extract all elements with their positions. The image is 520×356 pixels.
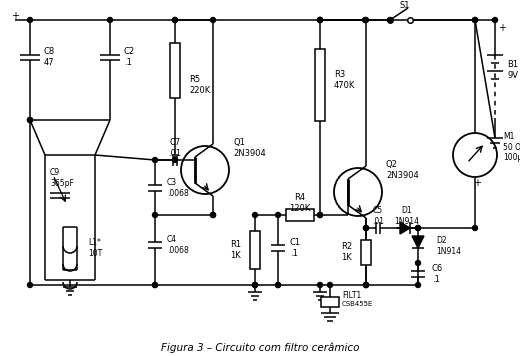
Circle shape — [318, 17, 322, 22]
Circle shape — [173, 157, 177, 162]
Text: C4
.0068: C4 .0068 — [167, 235, 189, 255]
Circle shape — [211, 213, 215, 218]
Polygon shape — [400, 222, 410, 234]
Bar — [170, 42, 180, 98]
Circle shape — [28, 283, 32, 288]
Text: D2
1N914: D2 1N914 — [436, 236, 461, 256]
Circle shape — [363, 225, 369, 230]
Circle shape — [28, 117, 32, 122]
Text: FILT1: FILT1 — [342, 290, 361, 299]
Circle shape — [363, 283, 369, 288]
Text: R5
220K: R5 220K — [189, 75, 210, 95]
Text: Q1
2N3904: Q1 2N3904 — [233, 138, 266, 158]
Circle shape — [28, 17, 32, 22]
Text: L1*
10T: L1* 10T — [88, 238, 102, 258]
Circle shape — [415, 225, 421, 230]
Circle shape — [415, 261, 421, 266]
Text: C2
.1: C2 .1 — [124, 47, 135, 67]
Text: R3
470K: R3 470K — [334, 70, 355, 90]
Text: +: + — [498, 23, 506, 33]
Circle shape — [276, 213, 280, 218]
Circle shape — [211, 213, 215, 218]
Text: C9
365pF: C9 365pF — [50, 168, 74, 188]
Text: Figura 3 – Circuito com filtro cerâmico: Figura 3 – Circuito com filtro cerâmico — [161, 343, 359, 353]
Circle shape — [415, 283, 421, 288]
Circle shape — [152, 283, 158, 288]
Circle shape — [363, 283, 369, 288]
Bar — [250, 231, 260, 269]
Circle shape — [387, 17, 393, 22]
Text: C6
.1: C6 .1 — [432, 264, 443, 284]
Circle shape — [415, 225, 421, 230]
Circle shape — [473, 17, 477, 22]
Circle shape — [318, 213, 322, 218]
Circle shape — [492, 17, 498, 22]
Circle shape — [152, 157, 158, 162]
Text: +: + — [473, 178, 481, 188]
Text: C8
47: C8 47 — [44, 47, 55, 67]
Bar — [361, 240, 371, 265]
Text: C3
.0068: C3 .0068 — [167, 178, 189, 198]
Circle shape — [173, 17, 177, 22]
Text: Q2
2N3904: Q2 2N3904 — [386, 160, 419, 180]
Circle shape — [253, 283, 257, 288]
Circle shape — [318, 17, 322, 22]
Text: C7
.01: C7 .01 — [168, 138, 181, 158]
Text: R4
120K: R4 120K — [289, 193, 310, 213]
Circle shape — [152, 213, 158, 218]
Circle shape — [362, 17, 368, 22]
Polygon shape — [412, 236, 424, 248]
Text: M1
50 OR
100μA: M1 50 OR 100μA — [503, 132, 520, 162]
Circle shape — [173, 17, 177, 22]
Circle shape — [318, 283, 322, 288]
Text: S1: S1 — [400, 1, 410, 10]
Text: R2
1K: R2 1K — [341, 242, 352, 262]
Circle shape — [363, 283, 369, 288]
Circle shape — [253, 283, 257, 288]
Circle shape — [276, 283, 280, 288]
Circle shape — [318, 17, 322, 22]
Circle shape — [328, 283, 332, 288]
Circle shape — [253, 213, 257, 218]
Circle shape — [363, 225, 369, 230]
Circle shape — [211, 17, 215, 22]
Bar — [286, 209, 314, 221]
Text: C5
.01: C5 .01 — [372, 206, 384, 226]
Circle shape — [28, 117, 32, 122]
Circle shape — [363, 17, 369, 22]
Bar — [315, 49, 325, 121]
Bar — [321, 297, 339, 307]
Circle shape — [473, 225, 477, 230]
Circle shape — [108, 17, 112, 22]
Text: B1
9V: B1 9V — [507, 60, 518, 80]
Circle shape — [318, 213, 322, 218]
Text: R1
1K: R1 1K — [230, 240, 241, 260]
Text: D1
1N914: D1 1N914 — [395, 206, 420, 226]
Circle shape — [152, 283, 158, 288]
Circle shape — [473, 17, 477, 22]
Text: CSB455E: CSB455E — [342, 301, 373, 307]
Text: +: + — [11, 11, 19, 21]
Text: C1
.1: C1 .1 — [290, 238, 301, 258]
Circle shape — [276, 283, 280, 288]
